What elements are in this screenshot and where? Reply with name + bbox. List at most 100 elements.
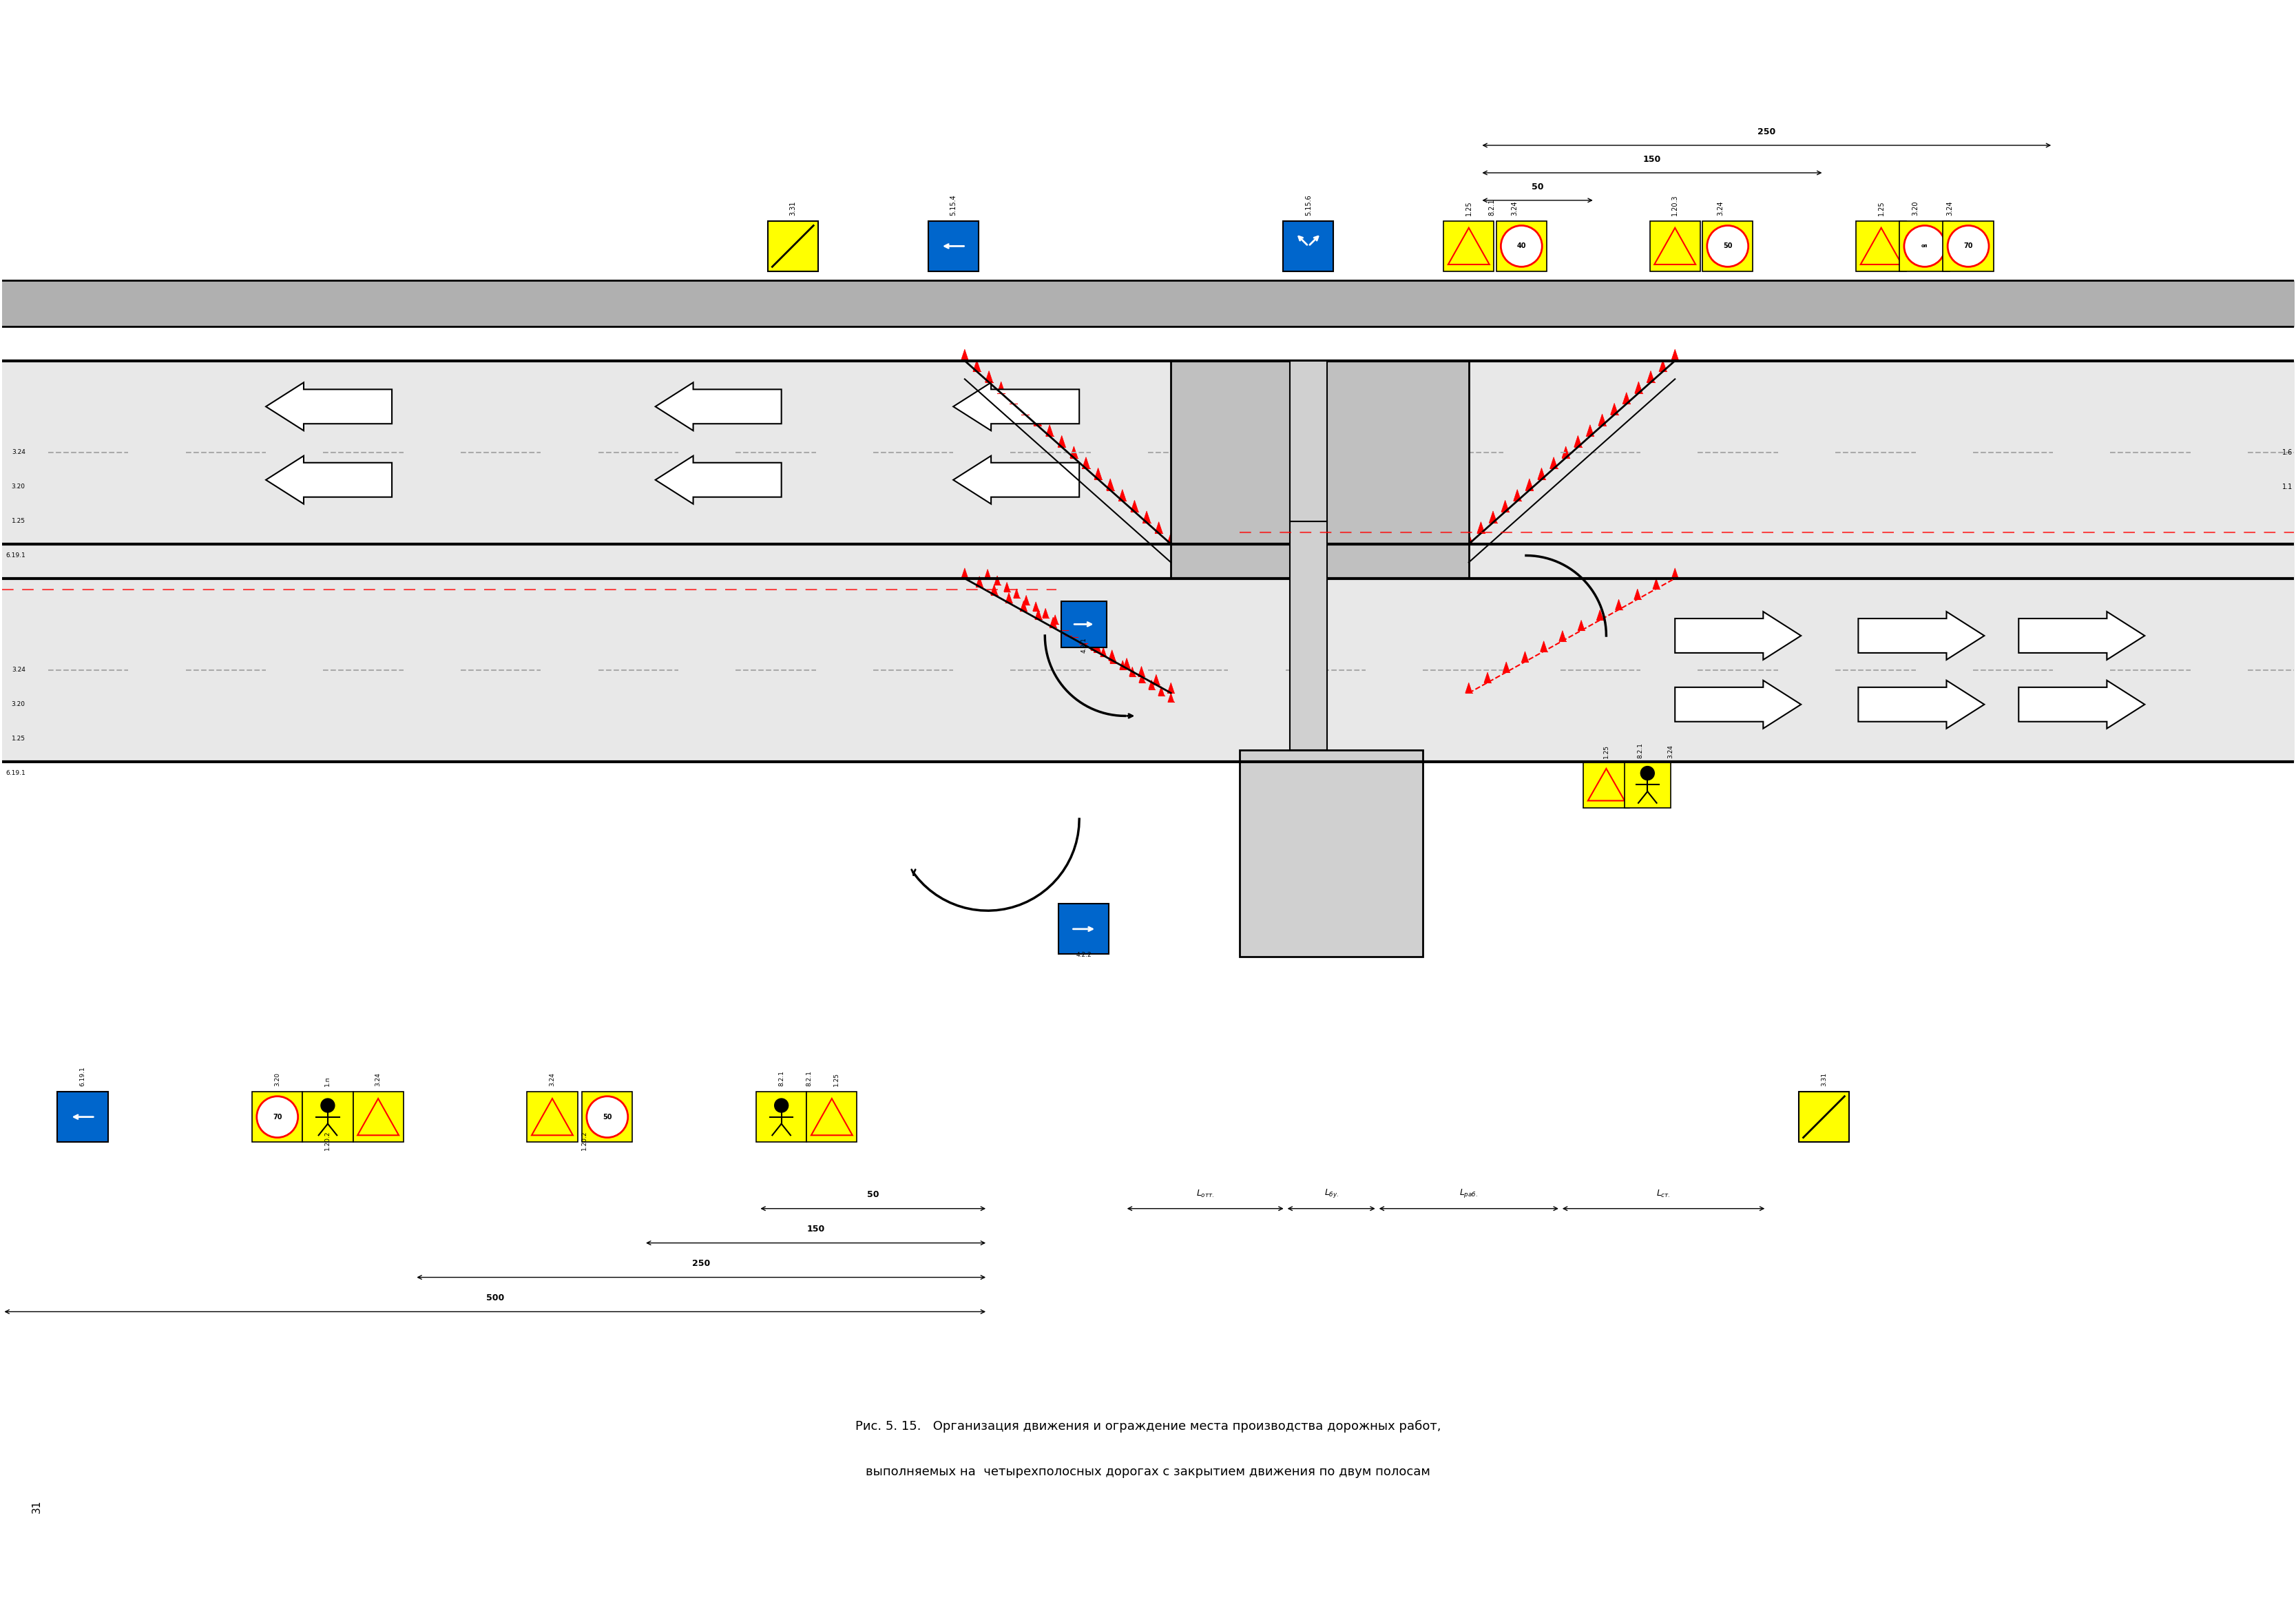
Text: 6.19.1: 6.19.1 <box>5 553 25 558</box>
Text: 1.25: 1.25 <box>833 1072 840 1087</box>
Polygon shape <box>1169 693 1173 702</box>
Polygon shape <box>1045 425 1054 436</box>
Text: 6.19.1: 6.19.1 <box>80 1066 85 1087</box>
Text: 1.25: 1.25 <box>1465 201 1472 216</box>
Polygon shape <box>1093 642 1100 652</box>
Text: 250: 250 <box>691 1259 709 1268</box>
Polygon shape <box>1006 592 1013 603</box>
Text: 1.20.2: 1.20.2 <box>324 1131 331 1150</box>
Circle shape <box>1642 766 1655 780</box>
Text: 3.24: 3.24 <box>1947 201 1954 216</box>
Text: 1.25: 1.25 <box>11 736 25 741</box>
Text: 3.31: 3.31 <box>790 201 797 216</box>
Polygon shape <box>1052 615 1058 624</box>
FancyArrow shape <box>1857 611 1984 660</box>
Polygon shape <box>1166 683 1173 693</box>
Text: 1.25: 1.25 <box>11 517 25 524</box>
FancyArrow shape <box>266 383 393 430</box>
Polygon shape <box>962 349 969 360</box>
Bar <box>1626 762 1671 808</box>
Text: 1.20.2: 1.20.2 <box>581 1131 588 1150</box>
Polygon shape <box>1013 589 1019 599</box>
Polygon shape <box>1596 610 1603 620</box>
Polygon shape <box>1033 414 1042 425</box>
Bar <box>1899 221 1949 271</box>
Polygon shape <box>810 1098 852 1135</box>
Polygon shape <box>1091 641 1097 650</box>
Text: 1.25: 1.25 <box>1603 744 1609 759</box>
Polygon shape <box>1035 608 1042 620</box>
Polygon shape <box>1166 532 1176 543</box>
Polygon shape <box>1123 659 1130 668</box>
Polygon shape <box>1079 634 1086 644</box>
Polygon shape <box>1095 467 1102 480</box>
Polygon shape <box>1589 769 1626 801</box>
Polygon shape <box>1109 650 1116 660</box>
Polygon shape <box>1049 618 1056 628</box>
Polygon shape <box>1143 511 1150 522</box>
Polygon shape <box>1561 446 1570 457</box>
FancyArrow shape <box>266 456 393 504</box>
Text: 8.2.1: 8.2.1 <box>1488 198 1495 216</box>
Polygon shape <box>1033 602 1038 611</box>
Bar <box>1058 903 1109 954</box>
FancyArrow shape <box>1676 680 1800 728</box>
Bar <box>253 1092 303 1142</box>
Bar <box>1171 360 1469 579</box>
Polygon shape <box>1081 457 1091 469</box>
Bar <box>755 1092 806 1142</box>
Text: $L_{раб.}$: $L_{раб.}$ <box>1460 1187 1479 1199</box>
Circle shape <box>588 1096 627 1137</box>
Polygon shape <box>1476 522 1486 534</box>
Text: 3.24: 3.24 <box>11 449 25 456</box>
Polygon shape <box>1609 404 1619 415</box>
Bar <box>1651 221 1699 271</box>
Polygon shape <box>985 569 990 579</box>
Polygon shape <box>1616 600 1623 610</box>
Text: 50: 50 <box>602 1113 613 1121</box>
Polygon shape <box>1655 227 1697 264</box>
Text: 8.2.1: 8.2.1 <box>806 1071 813 1087</box>
Bar <box>303 1092 354 1142</box>
Bar <box>57 1092 108 1142</box>
Text: $L_{отт.}$: $L_{отт.}$ <box>1196 1189 1215 1199</box>
Polygon shape <box>1024 595 1029 605</box>
FancyArrow shape <box>1676 611 1800 660</box>
Polygon shape <box>1072 628 1077 637</box>
Polygon shape <box>1042 608 1049 618</box>
Text: 1.25: 1.25 <box>1878 201 1885 216</box>
FancyArrow shape <box>953 456 1079 504</box>
Text: 3.24: 3.24 <box>1667 744 1674 759</box>
Text: 4.2.2: 4.2.2 <box>1077 952 1091 959</box>
Bar <box>1290 360 1327 521</box>
Polygon shape <box>976 576 983 587</box>
Polygon shape <box>1575 436 1582 448</box>
Text: 8.2.1: 8.2.1 <box>778 1071 785 1087</box>
Text: 3.24: 3.24 <box>549 1072 556 1087</box>
Polygon shape <box>1598 414 1605 425</box>
Polygon shape <box>1058 436 1065 448</box>
Polygon shape <box>1587 425 1593 436</box>
FancyArrow shape <box>953 383 1079 430</box>
Polygon shape <box>1449 227 1490 264</box>
Bar <box>354 1092 404 1142</box>
Polygon shape <box>1130 500 1139 511</box>
Polygon shape <box>1502 500 1508 511</box>
Text: 250: 250 <box>1759 127 1775 136</box>
Bar <box>1701 221 1752 271</box>
Polygon shape <box>1671 568 1678 579</box>
Polygon shape <box>992 584 996 595</box>
Circle shape <box>774 1098 788 1113</box>
Text: 70: 70 <box>1963 243 1972 250</box>
FancyArrow shape <box>2018 611 2144 660</box>
Polygon shape <box>985 371 992 383</box>
Bar <box>1798 1092 1848 1142</box>
Text: выполняемых на  четырехполосных дорогах с закрытием движения по двум полосам: выполняемых на четырехполосных дорогах с… <box>866 1466 1430 1478</box>
Polygon shape <box>1504 662 1511 672</box>
Polygon shape <box>1155 522 1162 534</box>
Circle shape <box>1502 225 1543 266</box>
Circle shape <box>321 1098 335 1113</box>
Text: 31: 31 <box>32 1500 41 1513</box>
Bar <box>1584 762 1630 808</box>
Bar <box>1942 221 1993 271</box>
